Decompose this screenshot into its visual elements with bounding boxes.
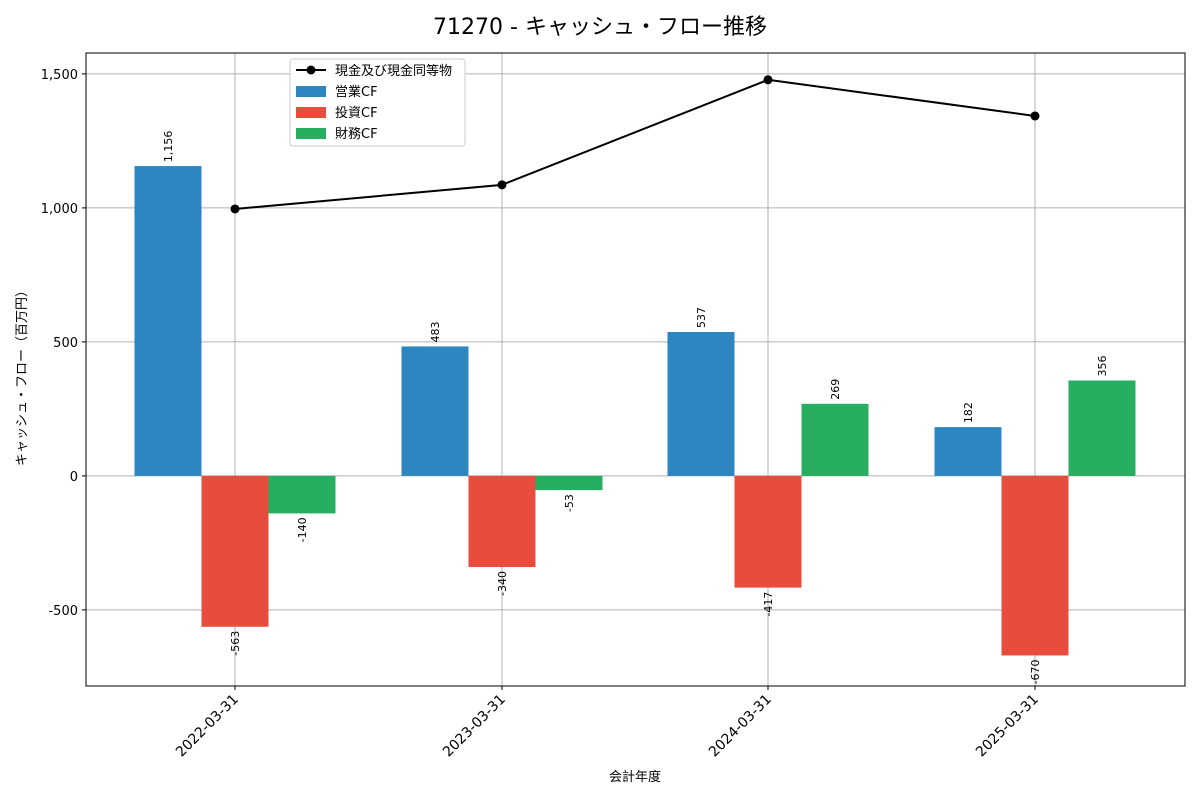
bar-value-label: -670: [1029, 659, 1042, 684]
x-tick-label: 2025-03-31: [973, 692, 1042, 761]
legend-swatch: [296, 86, 326, 97]
bar-財務CF: [801, 403, 869, 476]
bar-value-label: -140: [296, 517, 309, 542]
cash-point: [230, 204, 240, 214]
legend-label: 営業CF: [335, 84, 378, 100]
y-tick-label: -500: [48, 604, 78, 619]
cash-line: [234, 78, 1036, 210]
bar-value-label: 356: [1096, 355, 1109, 376]
x-axis-label: 会計年度: [609, 769, 661, 785]
bar-営業CF: [134, 166, 202, 476]
x-tick-label: 2022-03-31: [173, 692, 242, 761]
bar-財務CF: [268, 475, 336, 514]
y-tick-label: 1,000: [41, 202, 78, 217]
cash-point: [1030, 111, 1040, 121]
legend-label: 現金及び現金同等物: [335, 63, 452, 79]
bar-投資CF: [734, 475, 802, 588]
bar-投資CF: [468, 475, 536, 568]
y-axis-label: キャッシュ・フロー（百万円）: [15, 284, 30, 466]
y-tick-label: 500: [53, 336, 78, 351]
bar-投資CF: [1001, 475, 1069, 656]
legend-box: [289, 58, 466, 147]
x-tick-label: 2023-03-31: [440, 692, 509, 761]
bar-営業CF: [401, 346, 469, 476]
cash-point: [497, 180, 507, 190]
legend-swatch: [296, 107, 326, 118]
legend-swatch: [296, 128, 326, 139]
bar-value-label: -53: [563, 494, 576, 512]
legend-label: 財務CF: [335, 127, 378, 142]
bar-value-label: -563: [229, 631, 242, 656]
bar-value-label: -340: [496, 571, 509, 596]
x-tick-label: 2024-03-31: [706, 692, 775, 761]
bar-財務CF: [535, 475, 603, 491]
bar-value-label: 269: [829, 379, 842, 400]
plot-frame: [85, 52, 1186, 687]
bar-営業CF: [667, 331, 735, 476]
chart-title: 71270 - キャッシュ・フロー推移: [433, 15, 767, 40]
bar-value-label: -417: [762, 592, 775, 617]
y-tick-label: 1,500: [41, 68, 78, 83]
bar-財務CF: [1068, 380, 1136, 476]
bar-投資CF: [201, 475, 269, 627]
bar-value-label: 537: [695, 307, 708, 328]
bar-value-label: 1,156: [162, 131, 175, 163]
cash-point: [763, 75, 773, 85]
bar-value-label: 483: [429, 321, 442, 342]
bar-value-label: 182: [962, 402, 975, 423]
legend-label: 投資CF: [335, 105, 378, 121]
legend-marker-icon: [306, 65, 316, 75]
bar-営業CF: [934, 427, 1002, 476]
y-tick-label: 0: [70, 470, 78, 485]
